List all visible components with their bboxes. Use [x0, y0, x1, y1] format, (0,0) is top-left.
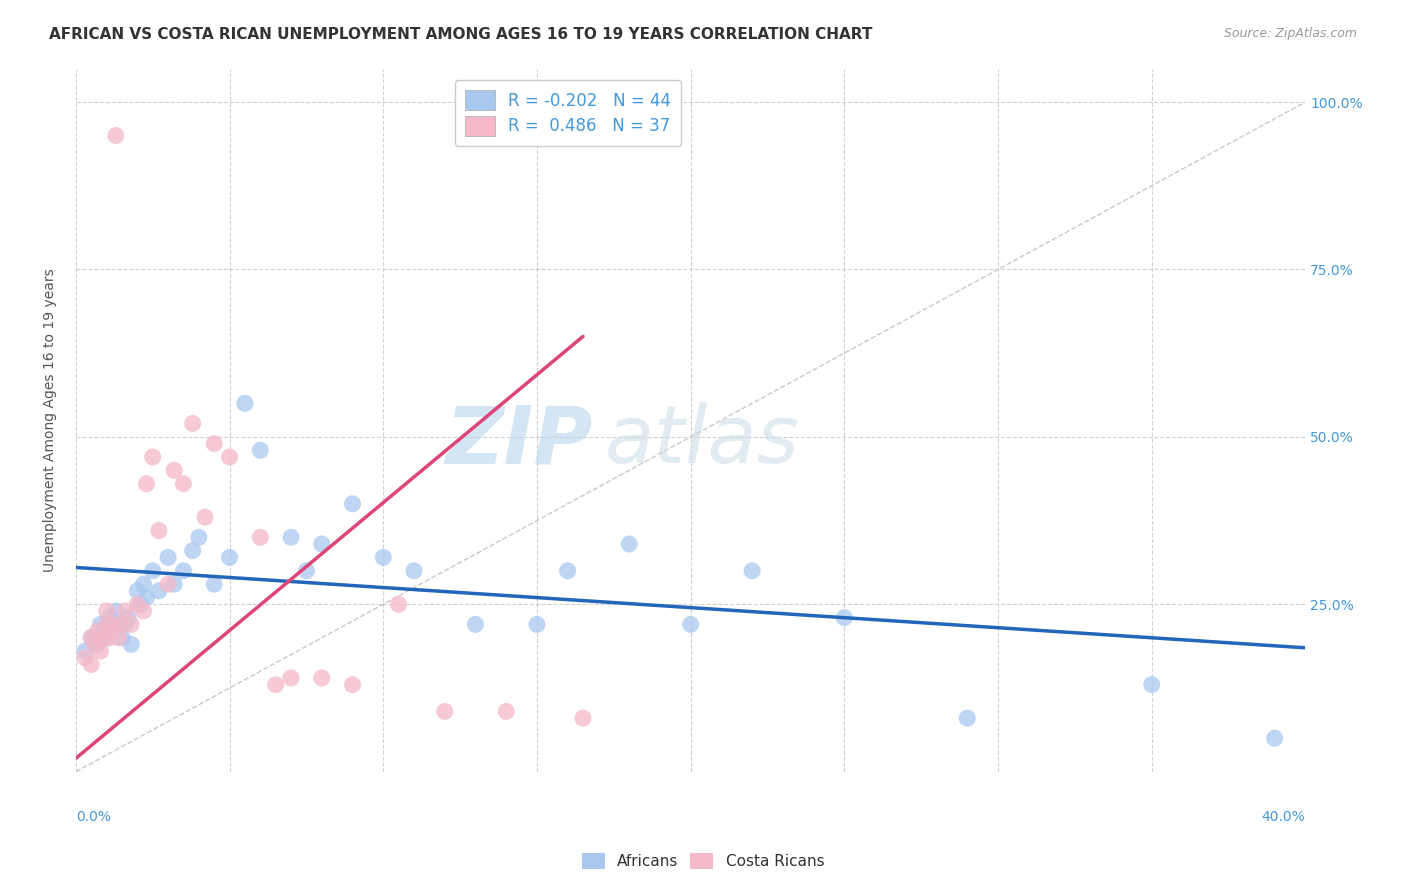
Point	[280, 671, 302, 685]
Point	[120, 637, 142, 651]
Point	[388, 597, 411, 611]
Point	[172, 564, 194, 578]
Point	[157, 577, 180, 591]
Point	[218, 550, 240, 565]
Legend: R = -0.202   N = 44, R =  0.486   N = 37: R = -0.202 N = 44, R = 0.486 N = 37	[454, 80, 681, 145]
Point	[132, 577, 155, 591]
Point	[86, 624, 108, 638]
Text: 0.0%: 0.0%	[76, 810, 111, 824]
Point	[117, 610, 139, 624]
Text: AFRICAN VS COSTA RICAN UNEMPLOYMENT AMONG AGES 16 TO 19 YEARS CORRELATION CHART: AFRICAN VS COSTA RICAN UNEMPLOYMENT AMON…	[49, 27, 873, 42]
Point	[135, 591, 157, 605]
Point	[280, 530, 302, 544]
Point	[98, 610, 121, 624]
Point	[202, 436, 225, 450]
Point	[98, 631, 121, 645]
Point	[163, 577, 186, 591]
Point	[101, 617, 124, 632]
Point	[295, 564, 318, 578]
Point	[464, 617, 486, 632]
Point	[249, 530, 271, 544]
Point	[1264, 731, 1286, 746]
Point	[342, 497, 364, 511]
Point	[163, 463, 186, 477]
Point	[834, 610, 856, 624]
Y-axis label: Unemployment Among Ages 16 to 19 years: Unemployment Among Ages 16 to 19 years	[44, 268, 58, 572]
Point	[135, 476, 157, 491]
Point	[187, 530, 209, 544]
Point	[311, 537, 333, 551]
Point	[86, 637, 108, 651]
Point	[249, 443, 271, 458]
Point	[114, 604, 136, 618]
Point	[96, 617, 118, 632]
Point	[142, 564, 165, 578]
Point	[157, 550, 180, 565]
Point	[127, 597, 149, 611]
Point	[111, 631, 134, 645]
Point	[148, 583, 170, 598]
Point	[194, 510, 217, 524]
Point	[956, 711, 979, 725]
Point	[557, 564, 579, 578]
Point	[75, 651, 97, 665]
Point	[402, 564, 425, 578]
Point	[108, 631, 131, 645]
Point	[80, 657, 103, 672]
Point	[80, 631, 103, 645]
Point	[617, 537, 640, 551]
Point	[373, 550, 395, 565]
Text: Source: ZipAtlas.com: Source: ZipAtlas.com	[1223, 27, 1357, 40]
Point	[96, 604, 118, 618]
Point	[129, 597, 152, 611]
Point	[1140, 678, 1163, 692]
Point	[495, 705, 517, 719]
Point	[202, 577, 225, 591]
Point	[104, 128, 127, 143]
Text: ZIP: ZIP	[444, 402, 592, 480]
Point	[679, 617, 702, 632]
Point	[342, 678, 364, 692]
Point	[80, 631, 103, 645]
Point	[264, 678, 287, 692]
Point	[75, 644, 97, 658]
Point	[93, 624, 115, 638]
Point	[218, 450, 240, 464]
Point	[142, 450, 165, 464]
Point	[104, 604, 127, 618]
Point	[311, 671, 333, 685]
Point	[132, 604, 155, 618]
Text: 40.0%: 40.0%	[1261, 810, 1305, 824]
Text: atlas: atlas	[605, 402, 800, 480]
Point	[83, 637, 105, 651]
Point	[741, 564, 763, 578]
Point	[93, 631, 115, 645]
Point	[89, 617, 111, 632]
Legend: Africans, Costa Ricans: Africans, Costa Ricans	[575, 847, 831, 875]
Point	[89, 644, 111, 658]
Point	[111, 617, 134, 632]
Point	[148, 524, 170, 538]
Point	[181, 417, 204, 431]
Point	[96, 631, 118, 645]
Point	[127, 583, 149, 598]
Point	[101, 617, 124, 632]
Point	[433, 705, 456, 719]
Point	[572, 711, 595, 725]
Point	[181, 543, 204, 558]
Point	[114, 617, 136, 632]
Point	[172, 476, 194, 491]
Point	[526, 617, 548, 632]
Point	[233, 396, 256, 410]
Point	[120, 617, 142, 632]
